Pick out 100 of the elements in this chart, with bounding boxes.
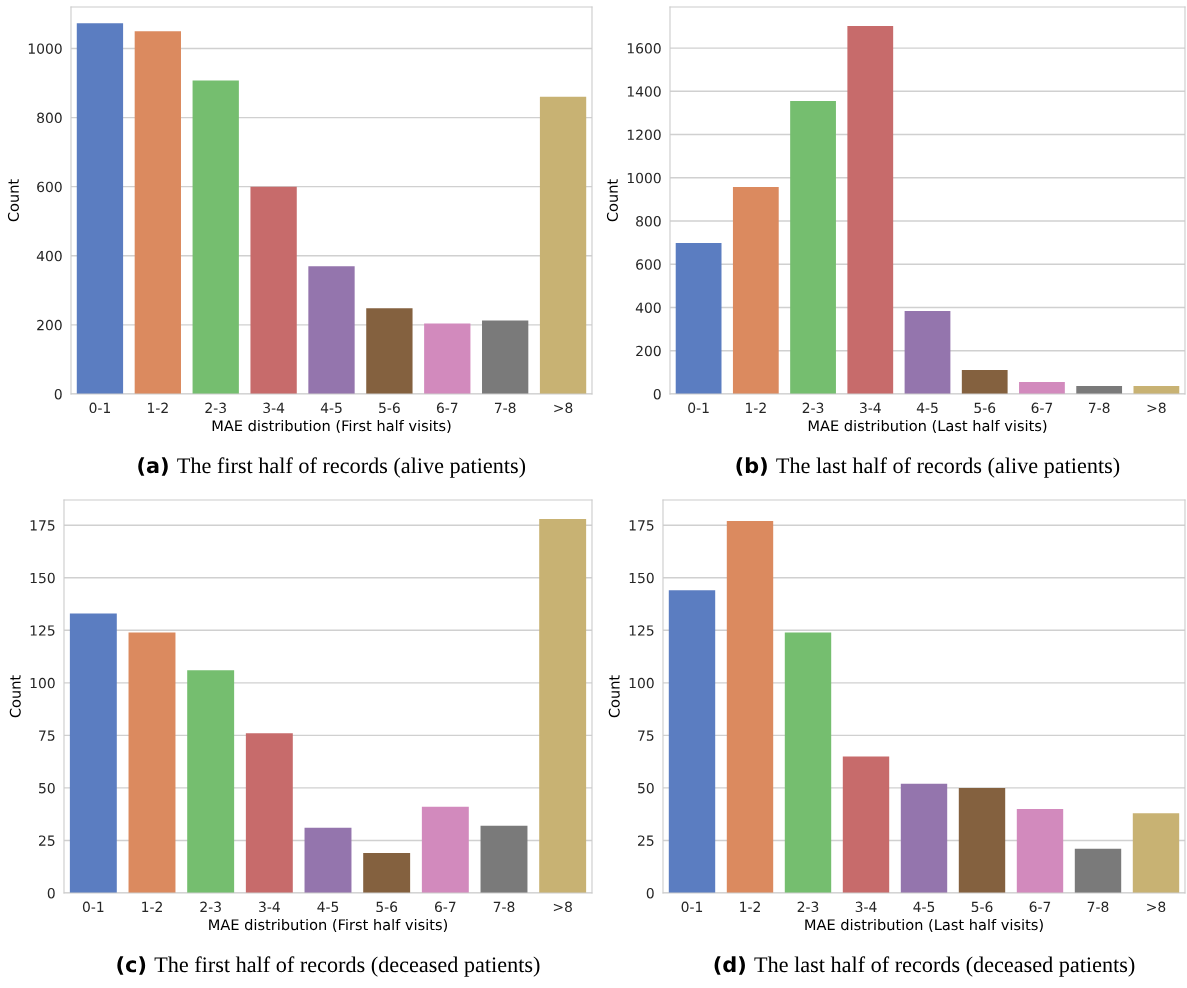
bar — [250, 186, 297, 394]
bar — [842, 756, 890, 893]
y-tick-label: 1000 — [28, 43, 62, 54]
bar — [900, 783, 948, 893]
x-tick-label: 3-4 — [855, 901, 877, 913]
x-tick-label: 0-1 — [688, 402, 709, 414]
bar — [363, 853, 411, 893]
bar — [482, 320, 529, 394]
y-tick-label: 1600 — [627, 43, 661, 54]
x-tick-label: 4-5 — [916, 402, 938, 414]
x-tick-label: >8 — [1147, 402, 1166, 414]
y-tick-label: 50 — [638, 782, 654, 794]
x-tick-label: 6-7 — [1029, 901, 1051, 913]
y-tick-label: 50 — [39, 782, 55, 794]
text: (a) — [138, 457, 168, 476]
y-tick-label: 125 — [30, 625, 55, 636]
x-tick-label: 1-2 — [148, 402, 168, 413]
x-tick-label: 1-2 — [740, 901, 760, 912]
x-tick-label: 7-8 — [1088, 402, 1110, 414]
x-tick-label: 4-5 — [317, 901, 339, 913]
x-tick-label: 0-1 — [681, 901, 703, 913]
x-tick-label: 1-2 — [142, 901, 162, 912]
x-tick-label: 0-1 — [82, 901, 104, 913]
y-tick-label: 0 — [54, 388, 62, 400]
bar — [1019, 382, 1065, 394]
text: The first half of records (deceased patients) — [154, 956, 540, 977]
x-tick-label: >8 — [554, 402, 573, 414]
y-tick-label: 0 — [653, 388, 661, 400]
x-tick-label: 2-3 — [802, 402, 824, 414]
y-tick-label: 1400 — [627, 86, 661, 97]
x-tick-label: 6-7 — [436, 402, 458, 414]
bar — [76, 23, 124, 394]
y-tick-label: 100 — [30, 677, 55, 689]
x-tick-label: >8 — [553, 901, 572, 913]
x-axis-title: MAE distribution (Last half visits) — [805, 918, 1043, 932]
bar — [187, 670, 235, 893]
x-tick-label: 5-6 — [379, 402, 400, 414]
text: (d) — [714, 956, 745, 975]
bar — [128, 632, 176, 893]
x-tick-label: 5-6 — [974, 402, 996, 414]
y-tick-label: 150 — [629, 572, 654, 584]
y-axis-title: Count — [9, 675, 21, 718]
bar — [134, 31, 181, 394]
bar — [421, 806, 469, 893]
x-tick-label: 2-3 — [797, 901, 819, 913]
y-axis-title: Count — [608, 675, 620, 718]
y-tick-label: 400 — [635, 302, 661, 313]
bar — [726, 521, 774, 893]
bar — [69, 613, 117, 893]
x-tick-label: 2-3 — [200, 901, 221, 913]
x-tick-label: 7-8 — [493, 901, 515, 913]
text: The last half of records (deceased patients) — [754, 956, 1135, 977]
x-tick-label: 7-8 — [1087, 901, 1109, 913]
y-tick-label: 200 — [636, 345, 661, 357]
y-tick-label: 175 — [629, 520, 654, 531]
bar — [1016, 808, 1064, 893]
y-tick-label: 600 — [37, 181, 62, 193]
bar — [790, 101, 836, 394]
bar — [961, 370, 1008, 394]
y-tick-label: 1200 — [627, 129, 661, 141]
y-tick-label: 175 — [30, 520, 55, 531]
bar — [539, 96, 587, 394]
bar — [539, 518, 587, 893]
y-tick-label: 150 — [30, 572, 55, 584]
y-tick-label: 1000 — [627, 172, 661, 184]
y-tick-label: 0 — [646, 887, 654, 899]
bar — [1132, 813, 1180, 893]
x-tick-label: 5-6 — [376, 901, 398, 913]
bar — [308, 266, 355, 394]
y-tick-label: 800 — [636, 216, 661, 227]
bar — [366, 308, 413, 394]
bar — [245, 733, 293, 893]
y-tick-label: 25 — [39, 835, 55, 846]
x-tick-label: 7-8 — [494, 402, 516, 414]
x-tick-label: 3-4 — [263, 402, 285, 414]
y-tick-label: 600 — [636, 259, 661, 270]
bar — [480, 825, 528, 893]
y-tick-label: 75 — [638, 730, 654, 741]
y-axis-title: Count — [606, 179, 618, 222]
x-tick-label: 4-5 — [913, 901, 935, 913]
bar — [424, 323, 471, 394]
bar — [732, 187, 779, 394]
y-tick-label: 200 — [37, 319, 62, 331]
y-tick-label: 100 — [629, 677, 654, 689]
y-axis-title: Count — [7, 179, 19, 222]
bar — [784, 632, 832, 893]
bar — [847, 26, 894, 394]
x-tick-label: >8 — [1147, 901, 1166, 913]
y-tick-label: 75 — [39, 730, 55, 741]
y-tick-label: 400 — [36, 250, 62, 262]
x-tick-label: 3-4 — [859, 402, 881, 414]
text: (b) — [736, 457, 767, 476]
text: (c) — [117, 956, 146, 975]
x-tick-label: 6-7 — [434, 901, 456, 913]
x-tick-label: 1-2 — [746, 402, 766, 413]
y-tick-label: 0 — [47, 887, 55, 899]
bar — [668, 590, 716, 893]
bar — [675, 243, 722, 394]
bar — [304, 827, 352, 893]
y-tick-label: 25 — [638, 835, 654, 846]
